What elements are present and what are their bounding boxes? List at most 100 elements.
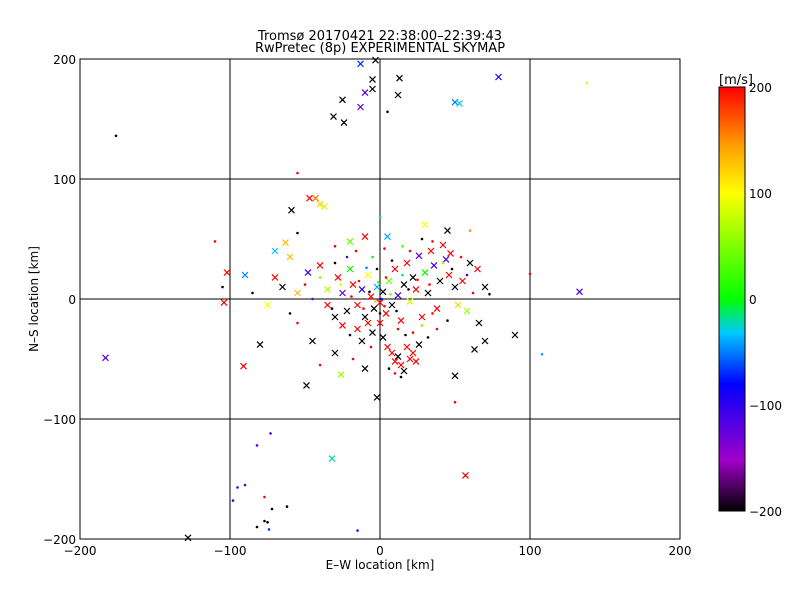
data-point-dot <box>251 291 254 295</box>
data-point-cross <box>309 337 316 345</box>
data-point-cross <box>369 329 376 337</box>
data-point-dot <box>389 292 392 296</box>
data-point-dot <box>420 324 424 327</box>
data-point-cross <box>361 365 369 373</box>
data-point-cross <box>444 227 451 235</box>
data-point-dot <box>369 345 373 349</box>
data-point-dot <box>401 273 404 277</box>
data-point-cross <box>346 265 354 273</box>
data-point-cross <box>385 277 393 285</box>
data-point-dot <box>450 267 454 271</box>
data-point-cross <box>328 455 336 463</box>
data-point-cross <box>288 206 295 214</box>
data-point-cross <box>433 305 441 313</box>
data-point-dot <box>255 525 259 529</box>
data-point-cross <box>376 319 384 327</box>
data-point-cross <box>364 319 372 327</box>
data-point-cross <box>361 233 369 241</box>
data-point-dot <box>540 352 544 356</box>
data-point-cross <box>331 349 339 357</box>
data-point-dot <box>236 486 239 489</box>
data-point-dot <box>528 272 532 276</box>
data-point-dot <box>380 297 383 301</box>
data-point-cross <box>354 301 361 309</box>
data-point-cross <box>400 281 408 289</box>
data-point-cross <box>447 249 454 257</box>
data-point-dot <box>330 307 334 310</box>
data-point-dot <box>585 81 589 85</box>
colorbar-tick-label: 100 <box>749 187 772 201</box>
data-point-dot <box>393 372 397 375</box>
data-point-cross <box>373 393 381 401</box>
x-tick-label: 200 <box>669 544 692 558</box>
data-point-dot <box>354 249 358 253</box>
data-point-cross <box>334 273 342 281</box>
data-point-dot <box>377 280 380 284</box>
chart-title: Tromsø 20170421 22:38:00–22:39:43 <box>257 29 502 44</box>
data-point-cross <box>304 269 312 277</box>
data-point-cross <box>391 265 399 273</box>
data-point-dot <box>114 134 118 138</box>
data-point-dot <box>408 249 412 253</box>
data-point-cross <box>324 285 331 293</box>
data-point-cross <box>358 285 366 293</box>
data-point-cross <box>388 349 396 357</box>
data-point-cross <box>397 317 405 325</box>
data-point-cross <box>403 259 411 267</box>
data-point-dot <box>339 283 343 286</box>
data-point-dot <box>269 432 272 435</box>
data-point-dot <box>459 255 463 259</box>
y-tick-label: −100 <box>43 413 76 427</box>
data-point-cross <box>373 283 381 291</box>
data-point-cross <box>271 273 279 281</box>
data-point-dot <box>387 367 391 370</box>
data-point-cross <box>361 89 369 97</box>
data-point-cross <box>339 289 346 297</box>
data-point-cross <box>184 534 192 542</box>
data-point-dot <box>243 483 247 487</box>
data-point-dot <box>468 229 472 232</box>
data-point-dot <box>255 444 259 447</box>
data-point-cross <box>418 313 426 321</box>
data-point-cross <box>462 471 469 479</box>
data-point-dot <box>374 300 377 303</box>
data-point-cross <box>241 271 249 279</box>
data-point-cross <box>384 343 391 351</box>
data-point-cross <box>451 283 459 291</box>
colorbar-tick-label: 0 <box>749 293 757 307</box>
data-point-dot <box>378 216 382 219</box>
data-point-cross <box>331 313 339 321</box>
data-point-cross <box>412 285 420 293</box>
data-point-dot <box>333 244 337 248</box>
data-point-dot <box>348 333 352 337</box>
data-point-cross <box>406 297 414 305</box>
data-point-cross <box>436 277 444 285</box>
data-point-dot <box>378 312 382 315</box>
data-point-dot <box>384 276 388 279</box>
data-point-dot <box>446 319 449 322</box>
data-point-cross <box>456 99 463 107</box>
colorbar <box>718 86 746 512</box>
data-point-cross <box>279 283 286 291</box>
data-point-dot <box>350 295 353 298</box>
data-point-cross <box>340 119 348 127</box>
data-point-dot <box>213 240 217 243</box>
data-point-dot <box>318 276 322 279</box>
data-point-dot <box>407 288 410 291</box>
data-point-cross <box>240 362 247 370</box>
data-point-dot <box>396 327 400 331</box>
data-point-dot <box>404 333 407 337</box>
colorbar-tick-label: 200 <box>749 81 772 95</box>
data-point-dot <box>345 255 349 259</box>
data-point-cross <box>412 357 420 365</box>
data-point-cross <box>430 261 438 269</box>
chart-subtitle: RwPretec (8p) EXPERIMENTAL SKYMAP <box>255 41 505 56</box>
data-point-cross <box>372 56 379 64</box>
data-point-dot <box>231 499 235 502</box>
data-point-dot <box>263 519 266 523</box>
data-point-dot <box>435 327 439 331</box>
data-point-cross <box>294 289 301 297</box>
data-point-dot <box>399 375 403 379</box>
data-point-cross <box>495 73 502 81</box>
data-point-dot <box>365 266 368 270</box>
